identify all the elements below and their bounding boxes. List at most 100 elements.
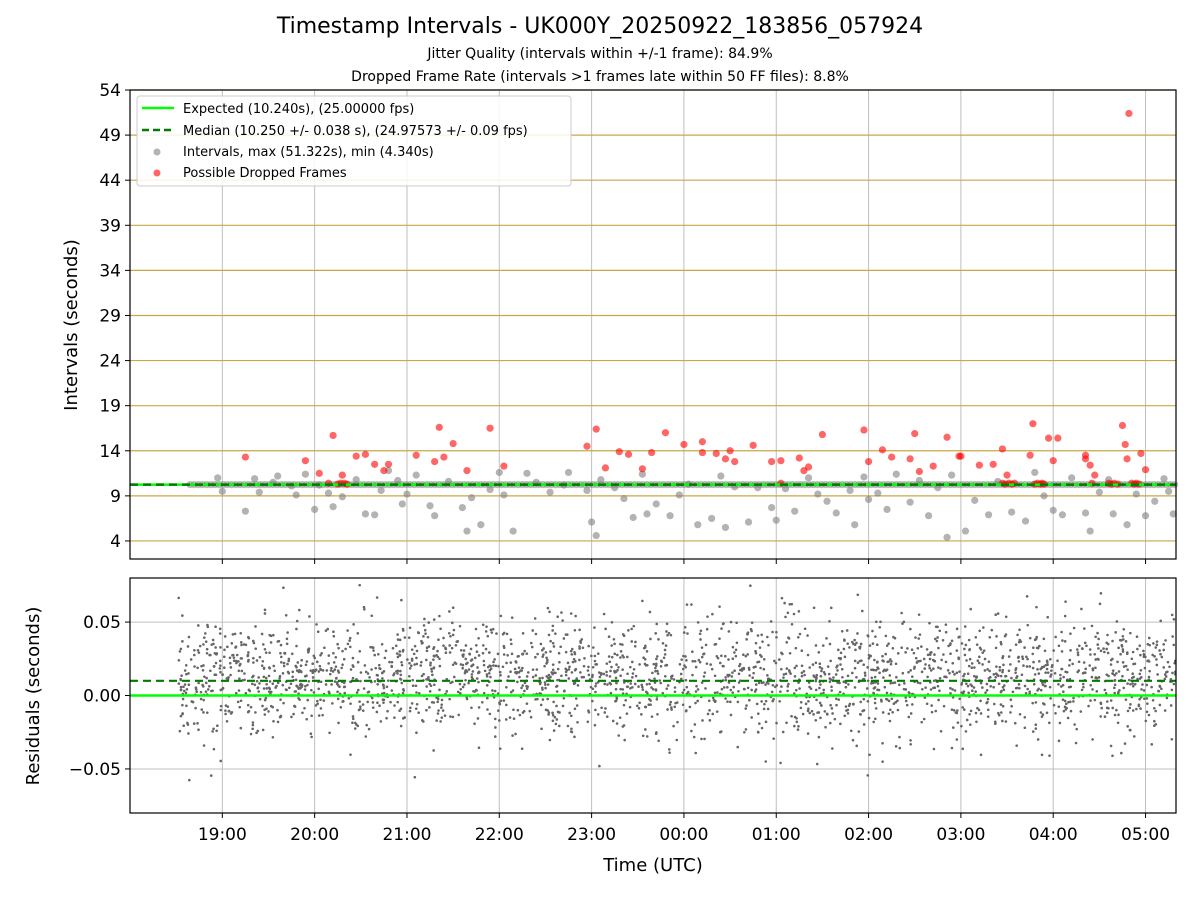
residual-point — [569, 612, 573, 615]
dropped-frame-point — [731, 457, 739, 466]
residual-point — [856, 661, 860, 665]
residual-point — [591, 687, 595, 691]
residual-point — [1025, 665, 1029, 668]
residual-point — [963, 625, 967, 628]
residual-point — [709, 663, 712, 666]
residual-point — [925, 648, 929, 651]
residual-point — [1045, 667, 1049, 671]
residual-point — [509, 661, 513, 664]
residual-point — [319, 707, 323, 710]
dropped-frame-point — [957, 452, 965, 460]
residual-point — [268, 651, 271, 655]
residual-point — [759, 666, 762, 670]
residual-point — [482, 663, 486, 667]
residual-point — [366, 700, 369, 704]
residual-point — [497, 719, 501, 722]
residual-point — [812, 713, 815, 716]
residual-point — [979, 648, 983, 651]
residual-point — [623, 738, 626, 742]
residual-point — [670, 708, 673, 711]
residual-point — [820, 669, 823, 673]
residual-point — [1120, 645, 1124, 648]
residual-point — [286, 662, 289, 666]
residual-point — [422, 672, 425, 676]
residual-point — [222, 655, 226, 659]
residual-point — [633, 644, 637, 648]
residual-point — [640, 683, 644, 687]
residual-point — [177, 659, 181, 662]
residual-point — [981, 651, 985, 654]
residuals-plot-frame — [129, 577, 1177, 814]
interval-point — [444, 477, 453, 486]
residual-point — [703, 737, 706, 741]
residual-point — [866, 699, 870, 703]
residual-point — [851, 738, 855, 742]
residual-point — [872, 691, 875, 695]
residual-point — [243, 672, 246, 675]
residual-point — [381, 677, 384, 680]
residual-point — [448, 651, 452, 654]
residual-point — [212, 727, 215, 731]
residual-point — [1154, 709, 1157, 713]
time-x-tick-label: 20:00 — [290, 825, 339, 845]
residual-point — [432, 683, 436, 687]
residual-point — [932, 667, 935, 670]
time-x-tick-label: 22:00 — [475, 825, 524, 845]
residual-point — [578, 647, 581, 650]
interval-point — [509, 527, 517, 535]
residual-point — [640, 713, 643, 716]
residual-point — [645, 683, 649, 686]
residual-point — [356, 688, 360, 692]
residual-point — [723, 654, 727, 658]
residual-point — [1125, 652, 1129, 656]
residual-point — [258, 697, 262, 701]
residual-point — [1171, 635, 1174, 638]
residual-point — [576, 720, 579, 724]
residual-point — [389, 700, 392, 704]
residual-point — [1057, 705, 1061, 708]
residual-point — [691, 673, 694, 677]
residual-point — [483, 669, 487, 673]
residual-point — [1138, 697, 1141, 701]
residual-point — [1126, 725, 1129, 728]
residual-point — [461, 666, 464, 670]
residual-point — [182, 685, 185, 689]
residual-point — [239, 631, 243, 635]
residual-point — [349, 753, 352, 756]
residual-point — [1150, 685, 1153, 689]
residual-point — [1168, 665, 1171, 669]
residual-point — [254, 625, 257, 628]
residual-point — [267, 674, 271, 678]
residual-point — [609, 691, 613, 695]
interval-point — [463, 527, 471, 535]
residual-point — [560, 611, 563, 614]
residual-point — [359, 671, 363, 674]
residual-point — [894, 745, 898, 748]
residual-point — [1097, 637, 1100, 641]
residual-point — [286, 631, 289, 634]
residual-point — [386, 709, 389, 713]
residual-point — [249, 732, 253, 736]
residual-point — [722, 664, 725, 668]
residual-point — [1031, 701, 1034, 705]
residual-point — [177, 682, 181, 685]
residual-point — [956, 709, 959, 712]
residual-point — [425, 646, 429, 650]
residual-point — [866, 679, 870, 683]
residual-point — [641, 688, 645, 691]
residual-point — [202, 711, 205, 714]
interval-point — [1021, 517, 1030, 525]
residual-point — [230, 642, 234, 645]
residual-point — [1045, 711, 1049, 715]
residual-point — [1100, 706, 1104, 710]
residual-point — [525, 652, 529, 655]
residual-point — [700, 646, 704, 649]
residual-point — [686, 690, 690, 694]
residual-point — [551, 713, 555, 717]
residual-point — [666, 708, 669, 711]
residual-point — [1139, 707, 1142, 710]
residual-point — [633, 682, 637, 686]
dropped-frame-point — [449, 439, 457, 448]
residual-point — [683, 625, 687, 629]
residual-point — [492, 664, 495, 667]
